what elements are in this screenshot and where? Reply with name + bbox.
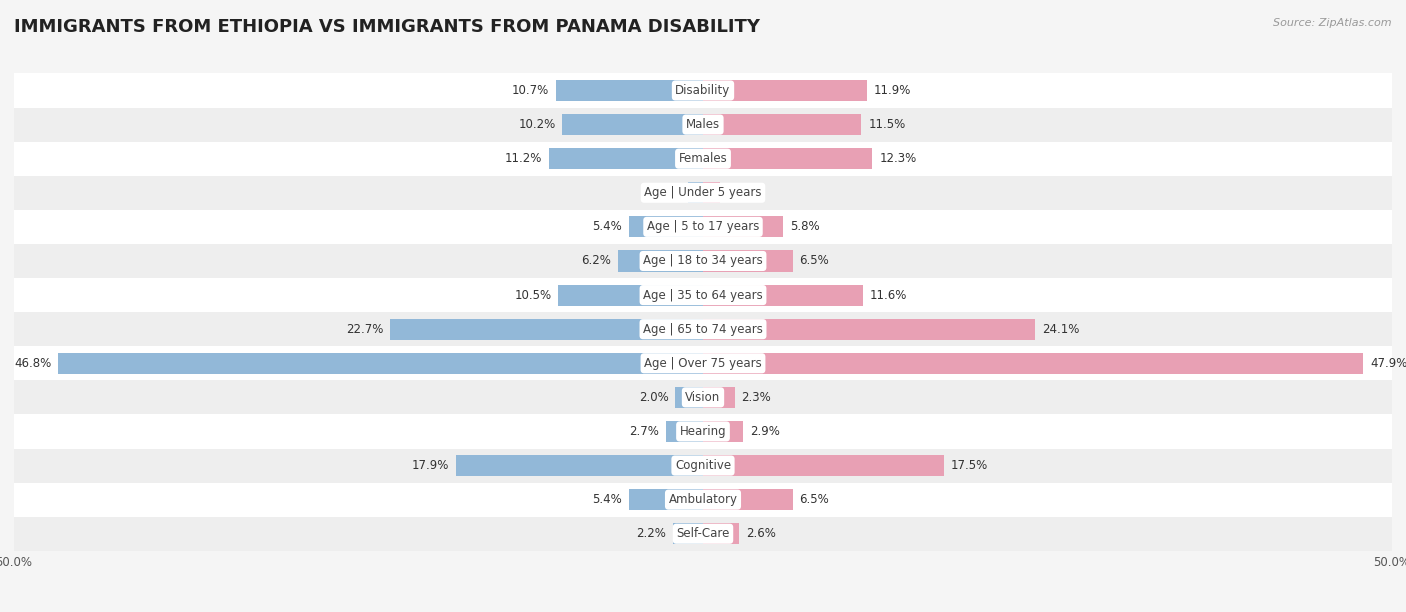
- Text: 11.9%: 11.9%: [875, 84, 911, 97]
- Text: 2.2%: 2.2%: [636, 528, 666, 540]
- Text: 47.9%: 47.9%: [1369, 357, 1406, 370]
- Text: 22.7%: 22.7%: [346, 323, 384, 335]
- Text: 5.8%: 5.8%: [790, 220, 820, 233]
- Text: 10.2%: 10.2%: [519, 118, 555, 131]
- Bar: [703, 523, 738, 544]
- Bar: [14, 176, 1392, 210]
- Text: Source: ZipAtlas.com: Source: ZipAtlas.com: [1274, 18, 1392, 28]
- Bar: [58, 353, 703, 374]
- Text: 2.9%: 2.9%: [749, 425, 780, 438]
- Text: 24.1%: 24.1%: [1042, 323, 1080, 335]
- Bar: [14, 380, 1392, 414]
- Text: IMMIGRANTS FROM ETHIOPIA VS IMMIGRANTS FROM PANAMA DISABILITY: IMMIGRANTS FROM ETHIOPIA VS IMMIGRANTS F…: [14, 18, 761, 36]
- Text: Cognitive: Cognitive: [675, 459, 731, 472]
- Text: 6.5%: 6.5%: [800, 493, 830, 506]
- Text: Age | 65 to 74 years: Age | 65 to 74 years: [643, 323, 763, 335]
- Bar: [703, 353, 1362, 374]
- Bar: [703, 182, 720, 203]
- Text: 12.3%: 12.3%: [879, 152, 917, 165]
- Bar: [14, 346, 1392, 380]
- Bar: [14, 73, 1392, 108]
- Bar: [672, 523, 703, 544]
- Bar: [666, 421, 703, 442]
- Bar: [14, 449, 1392, 483]
- Bar: [391, 319, 703, 340]
- Bar: [703, 421, 742, 442]
- Text: 2.7%: 2.7%: [628, 425, 659, 438]
- Bar: [703, 455, 945, 476]
- Bar: [14, 278, 1392, 312]
- Text: 11.2%: 11.2%: [505, 152, 541, 165]
- Bar: [628, 489, 703, 510]
- Text: Age | Under 5 years: Age | Under 5 years: [644, 186, 762, 200]
- Bar: [703, 319, 1035, 340]
- Bar: [14, 414, 1392, 449]
- Bar: [14, 210, 1392, 244]
- Text: 11.6%: 11.6%: [870, 289, 907, 302]
- Text: Males: Males: [686, 118, 720, 131]
- Bar: [703, 80, 868, 101]
- Bar: [14, 517, 1392, 551]
- Text: Age | 35 to 64 years: Age | 35 to 64 years: [643, 289, 763, 302]
- Text: 2.6%: 2.6%: [745, 528, 776, 540]
- Bar: [14, 244, 1392, 278]
- Text: Hearing: Hearing: [679, 425, 727, 438]
- Bar: [703, 250, 793, 272]
- Text: Disability: Disability: [675, 84, 731, 97]
- Bar: [14, 312, 1392, 346]
- Bar: [703, 148, 873, 170]
- Text: Females: Females: [679, 152, 727, 165]
- Text: Vision: Vision: [685, 391, 721, 404]
- Text: 6.5%: 6.5%: [800, 255, 830, 267]
- Bar: [703, 216, 783, 237]
- Text: 46.8%: 46.8%: [14, 357, 51, 370]
- Text: 2.0%: 2.0%: [638, 391, 669, 404]
- Text: 17.5%: 17.5%: [950, 459, 988, 472]
- Text: 5.4%: 5.4%: [592, 493, 621, 506]
- Text: 17.9%: 17.9%: [412, 459, 450, 472]
- Bar: [617, 250, 703, 272]
- Text: Self-Care: Self-Care: [676, 528, 730, 540]
- Bar: [14, 483, 1392, 517]
- Text: 6.2%: 6.2%: [581, 255, 610, 267]
- Bar: [558, 285, 703, 305]
- Text: 5.4%: 5.4%: [592, 220, 621, 233]
- Text: 2.3%: 2.3%: [741, 391, 772, 404]
- Bar: [457, 455, 703, 476]
- Bar: [703, 114, 862, 135]
- Bar: [555, 80, 703, 101]
- Bar: [703, 489, 793, 510]
- Bar: [14, 108, 1392, 141]
- Text: 10.5%: 10.5%: [515, 289, 551, 302]
- Text: Age | Over 75 years: Age | Over 75 years: [644, 357, 762, 370]
- Bar: [628, 216, 703, 237]
- Legend: Immigrants from Ethiopia, Immigrants from Panama: Immigrants from Ethiopia, Immigrants fro…: [508, 608, 898, 612]
- Text: 1.2%: 1.2%: [727, 186, 756, 200]
- Bar: [548, 148, 703, 170]
- Text: Age | 18 to 34 years: Age | 18 to 34 years: [643, 255, 763, 267]
- Bar: [14, 141, 1392, 176]
- Bar: [675, 387, 703, 408]
- Bar: [562, 114, 703, 135]
- Text: Ambulatory: Ambulatory: [668, 493, 738, 506]
- Text: 10.7%: 10.7%: [512, 84, 548, 97]
- Text: Age | 5 to 17 years: Age | 5 to 17 years: [647, 220, 759, 233]
- Bar: [703, 387, 735, 408]
- Bar: [703, 285, 863, 305]
- Bar: [688, 182, 703, 203]
- Text: 11.5%: 11.5%: [869, 118, 905, 131]
- Text: 1.1%: 1.1%: [651, 186, 681, 200]
